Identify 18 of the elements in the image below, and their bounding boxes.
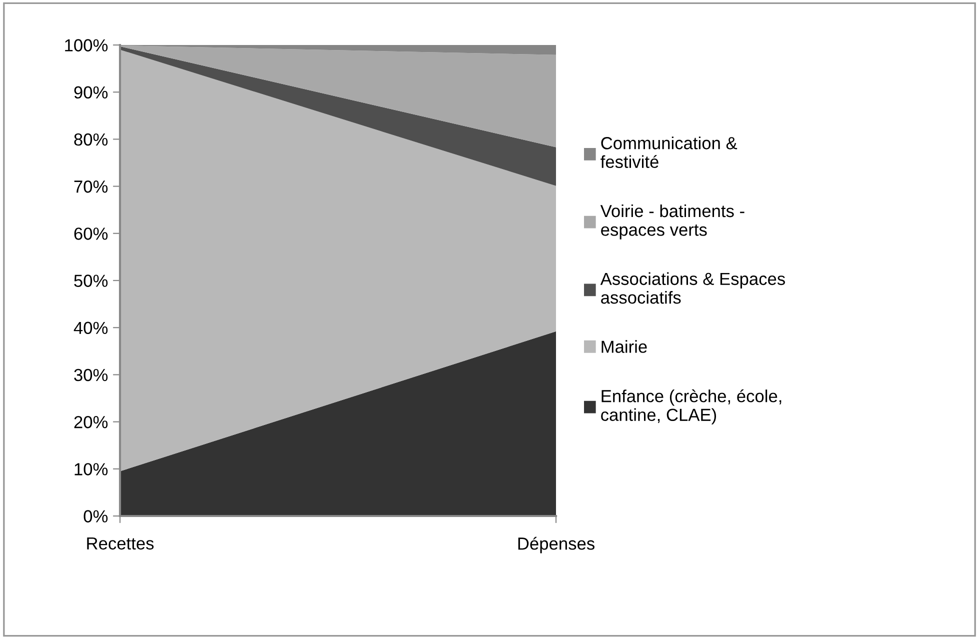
y-tick-label: 0% — [84, 510, 108, 522]
legend-label: Communication & festivité — [600, 136, 738, 168]
y-tick-label: 50% — [74, 274, 108, 287]
legend-label: Voirie - batiments - espaces verts — [600, 204, 744, 240]
y-tick-label: 10% — [74, 463, 108, 476]
y-tick-label: 40% — [74, 322, 108, 334]
y-tick-label: 100% — [65, 39, 108, 52]
y-tick-label: 20% — [74, 416, 108, 428]
x-tick-label: Dépenses — [518, 536, 594, 554]
y-tick-label: 70% — [74, 180, 108, 193]
x-tick-label: Recettes — [87, 537, 154, 550]
y-tick-label: 30% — [74, 368, 108, 382]
legend-label: Enfance (crèche, école, cantine, CLAE) — [601, 389, 782, 424]
y-tick-label: 80% — [74, 133, 108, 146]
legend-label: Associations & Espaces associatifs — [600, 272, 785, 304]
legend-label: Mairie — [602, 340, 647, 353]
y-tick-label: 90% — [74, 86, 108, 99]
y-tick-label: 60% — [74, 228, 108, 240]
